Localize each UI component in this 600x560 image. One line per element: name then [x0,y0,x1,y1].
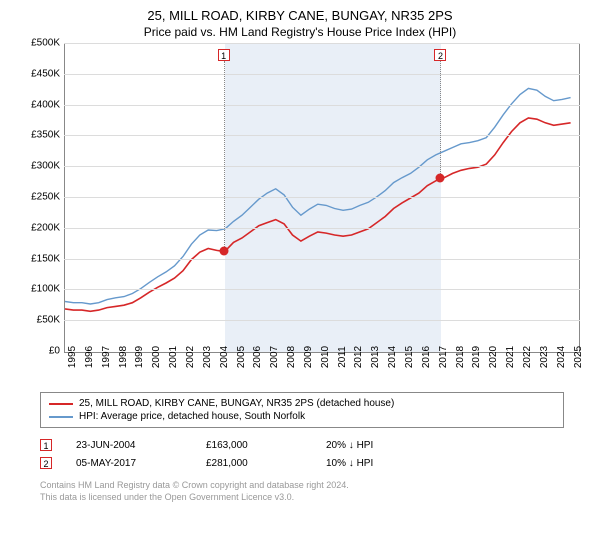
chart-area: £0 £50K £100K £150K £200K £250K £300K £350K £400… [20,43,580,388]
legend-item: 25, MILL ROAD, KIRBY CANE, BUNGAY, NR35 … [49,397,555,410]
x-axis-label: 2017 [438,346,449,368]
gridline [64,320,580,321]
sale-price: £281,000 [206,458,326,469]
x-axis-label: 1997 [101,346,112,368]
gridline [64,74,580,75]
x-axis-label: 2004 [219,346,230,368]
x-axis-label: 2008 [286,346,297,368]
line-chart-svg [65,44,579,352]
x-axis-label: 2013 [370,346,381,368]
y-axis-label: £300K [18,161,60,172]
gridline [64,43,580,44]
x-axis-label: 1996 [84,346,95,368]
x-axis-label: 2000 [151,346,162,368]
sale-row: 2 05-MAY-2017£281,00010% ↓ HPI [40,454,564,472]
y-axis-label: £50K [18,315,60,326]
y-axis-label: £400K [18,99,60,110]
sale-marker-line [440,61,442,178]
plot-region [64,43,580,353]
x-axis-label: 1995 [67,346,78,368]
x-axis-label: 2022 [522,346,533,368]
y-axis-label: £150K [18,253,60,264]
x-axis-label: 2015 [404,346,415,368]
x-axis-label: 2024 [556,346,567,368]
y-axis-label: £450K [18,68,60,79]
y-axis-label: £500K [18,38,60,49]
x-axis-label: 2012 [353,346,364,368]
sale-price: £163,000 [206,440,326,451]
x-axis-label: 1998 [118,346,129,368]
y-axis-label: £0 [18,346,60,357]
attribution: Contains HM Land Registry data © Crown c… [40,480,600,503]
gridline [64,289,580,290]
x-axis-label: 2011 [337,346,348,368]
y-axis-label: £350K [18,130,60,141]
gridline [64,105,580,106]
chart-subtitle: Price paid vs. HM Land Registry's House … [0,23,600,43]
sale-row: 1 23-JUN-2004£163,00020% ↓ HPI [40,436,564,454]
legend-swatch [49,403,73,405]
sale-date: 23-JUN-2004 [76,440,206,451]
legend-swatch [49,416,73,418]
x-axis-label: 2002 [185,346,196,368]
sale-diff: 10% ↓ HPI [326,458,446,469]
chart-title: 25, MILL ROAD, KIRBY CANE, BUNGAY, NR35 … [0,0,600,23]
y-axis-label: £250K [18,192,60,203]
y-axis-label: £200K [18,222,60,233]
gridline [64,166,580,167]
gridline [64,259,580,260]
series-line-price_paid [65,118,571,311]
sale-diff: 20% ↓ HPI [326,440,446,451]
legend-label: 25, MILL ROAD, KIRBY CANE, BUNGAY, NR35 … [79,398,394,409]
sales-table: 1 23-JUN-2004£163,00020% ↓ HPI 2 05-MAY-201… [40,436,564,472]
chart-container: 25, MILL ROAD, KIRBY CANE, BUNGAY, NR35 … [0,0,600,560]
x-axis-label: 2025 [573,346,584,368]
legend: 25, MILL ROAD, KIRBY CANE, BUNGAY, NR35 … [40,392,564,428]
sale-marker-dot [219,246,228,255]
attribution-line: This data is licensed under the Open Gov… [40,492,600,504]
x-axis-label: 2001 [168,346,179,368]
x-axis-label: 2005 [236,346,247,368]
x-axis-label: 2018 [455,346,466,368]
gridline [64,135,580,136]
x-axis-label: 1999 [134,346,145,368]
x-axis-label: 2007 [269,346,280,368]
x-axis-label: 2003 [202,346,213,368]
sale-marker-line [224,61,226,251]
x-axis-label: 2023 [539,346,550,368]
attribution-line: Contains HM Land Registry data © Crown c… [40,480,600,492]
sale-marker-box: 1 [218,49,230,61]
sale-marker-box: 2 [434,49,446,61]
x-axis-label: 2014 [387,346,398,368]
legend-item: HPI: Average price, detached house, Sout… [49,410,555,423]
gridline [64,228,580,229]
x-axis-label: 2006 [252,346,263,368]
y-axis-label: £100K [18,284,60,295]
x-axis-label: 2010 [320,346,331,368]
sale-marker-dot [436,173,445,182]
sale-row-marker: 2 [40,457,52,469]
sale-row-marker: 1 [40,439,52,451]
x-axis-label: 2016 [421,346,432,368]
sale-date: 05-MAY-2017 [76,458,206,469]
x-axis-label: 2020 [488,346,499,368]
gridline [64,197,580,198]
legend-label: HPI: Average price, detached house, Sout… [79,411,305,422]
x-axis-label: 2019 [471,346,482,368]
x-axis-label: 2009 [303,346,314,368]
x-axis-label: 2021 [505,346,516,368]
